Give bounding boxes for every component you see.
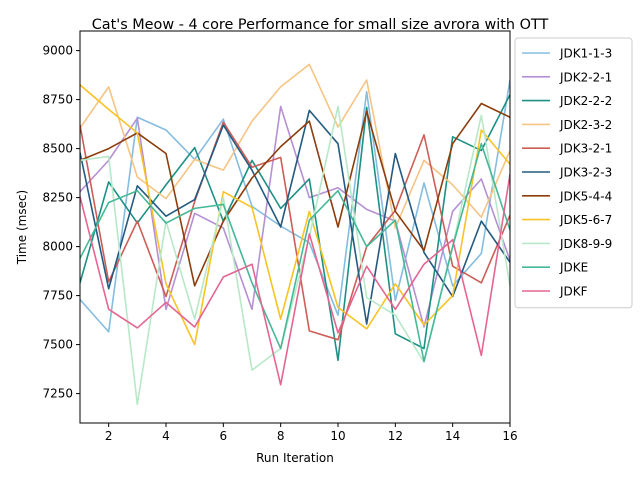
legend-label: JDK8-9-9 — [559, 237, 612, 251]
legend-label: JDK3-2-3 — [559, 166, 612, 180]
x-tick-label: 12 — [388, 429, 403, 443]
series-line-jdk2-2-1 — [80, 105, 510, 328]
x-tick-label: 8 — [277, 429, 285, 443]
legend-label: JDK5-6-7 — [559, 213, 612, 227]
y-axis: 7250 7500 7750 8000 8250 8500 8750 9000 — [42, 44, 80, 401]
y-tick-label: 7750 — [42, 289, 73, 303]
series-line-jdk2-3-2 — [80, 63, 510, 229]
y-tick-label: 8250 — [42, 191, 73, 205]
legend-label: JDK1-1-3 — [559, 47, 612, 61]
legend-label: JDK3-2-1 — [559, 142, 612, 156]
y-tick-label: 7500 — [42, 338, 73, 352]
legend-label: JDKE — [559, 261, 588, 275]
series-line-jdk3-2-1 — [80, 121, 510, 341]
series-line-jdke — [80, 142, 510, 363]
series-line-jdk3-2-3 — [80, 109, 510, 325]
x-tick-label: 14 — [445, 429, 460, 443]
chart-title: Cat's Meow - 4 core Performance for smal… — [92, 17, 549, 33]
x-axis-label: Run Iteration — [256, 451, 334, 465]
series-lines — [80, 63, 510, 406]
legend: JDK1-1-3 JDK2-2-1 JDK2-2-2 JDK2-3-2 JDK3-2-1… — [514, 37, 633, 309]
series-line-jdk5-6-7 — [80, 84, 510, 346]
y-axis-label: Time (msec) — [15, 190, 29, 265]
x-tick-label: 2 — [105, 429, 113, 443]
y-tick-label: 7250 — [42, 387, 73, 401]
series-line-jdk5-4-4 — [80, 102, 510, 287]
legend-label: JDK2-2-1 — [559, 70, 612, 84]
series-line-jdkf — [80, 173, 510, 386]
x-tick-label: 16 — [502, 429, 517, 443]
y-tick-label: 8500 — [42, 142, 73, 156]
x-tick-label: 10 — [330, 429, 345, 443]
y-tick-label: 8750 — [42, 93, 73, 107]
x-axis: 2 4 6 8 10 12 14 16 — [105, 423, 518, 443]
legend-label: JDK5-4-4 — [559, 189, 612, 203]
series-line-jdk1-1-3 — [80, 79, 510, 333]
legend-label: JDKF — [559, 285, 588, 299]
y-tick-label: 9000 — [42, 44, 73, 58]
y-tick-label: 8000 — [42, 240, 73, 254]
legend-label: JDK2-3-2 — [559, 118, 612, 132]
legend-box — [514, 37, 633, 309]
x-tick-label: 6 — [220, 429, 228, 443]
legend-label: JDK2-2-2 — [559, 94, 612, 108]
plot-frame — [79, 30, 511, 424]
series-line-jdk2-2-2 — [80, 94, 510, 362]
x-tick-label: 4 — [162, 429, 170, 443]
